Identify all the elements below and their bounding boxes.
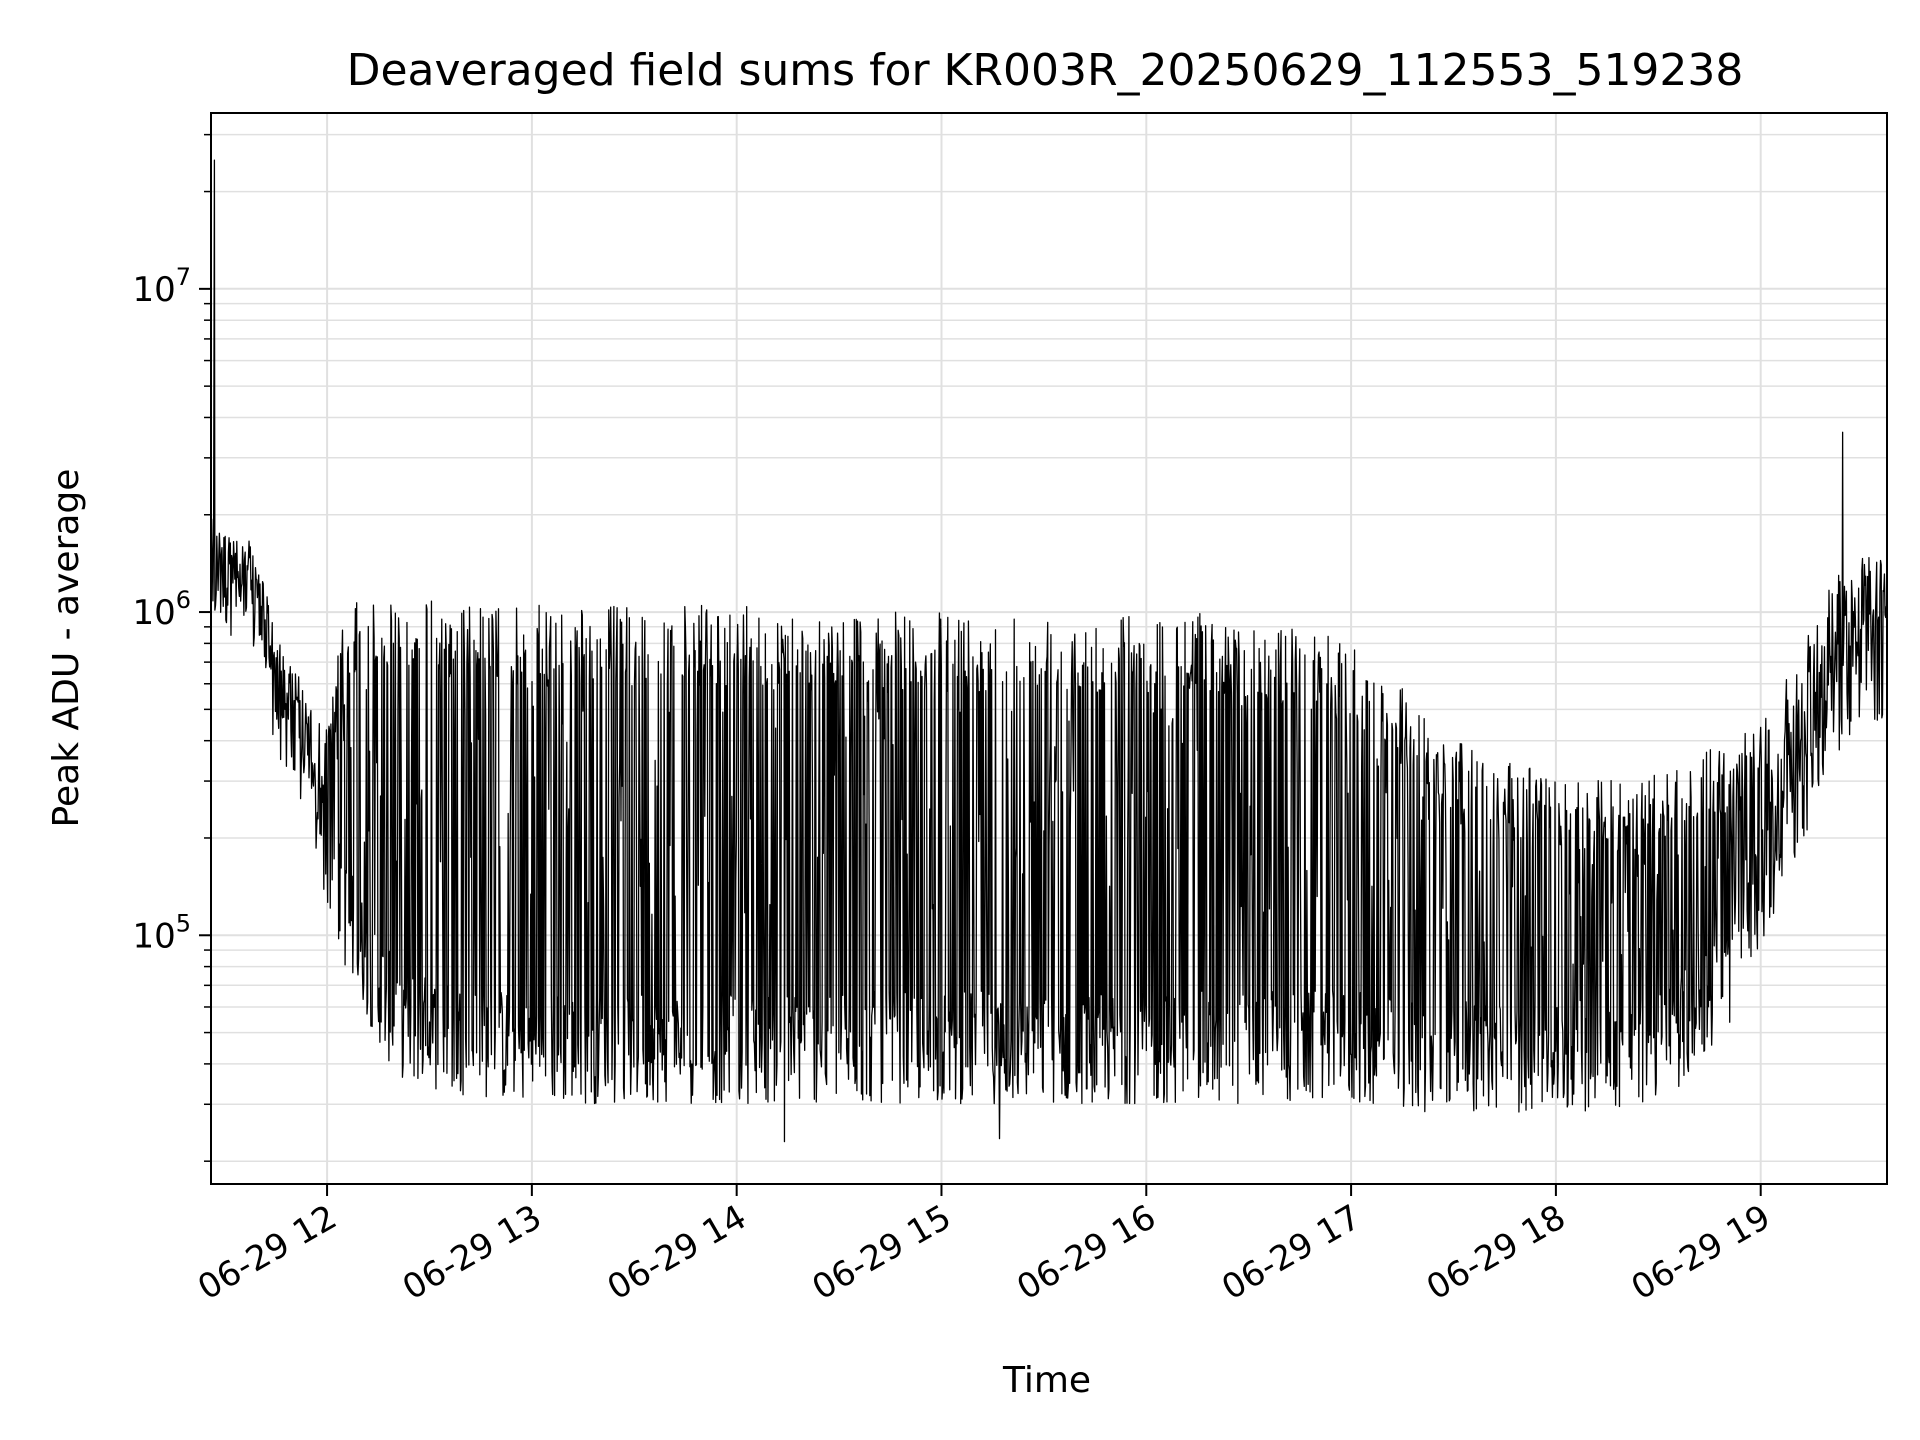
series-line [210, 159, 1888, 1143]
y-tick-label: 106 [132, 586, 191, 633]
plot-frame [210, 112, 1888, 1185]
chart-title: Deaveraged field sums for KR003R_2025062… [347, 45, 1744, 96]
y-axis-label: Peak ADU - average [46, 469, 87, 828]
y-tick-label: 105 [132, 909, 191, 956]
data-series [210, 159, 1888, 1143]
y-tick-label: 107 [132, 263, 191, 310]
x-axis-label: Time [1002, 1360, 1091, 1401]
